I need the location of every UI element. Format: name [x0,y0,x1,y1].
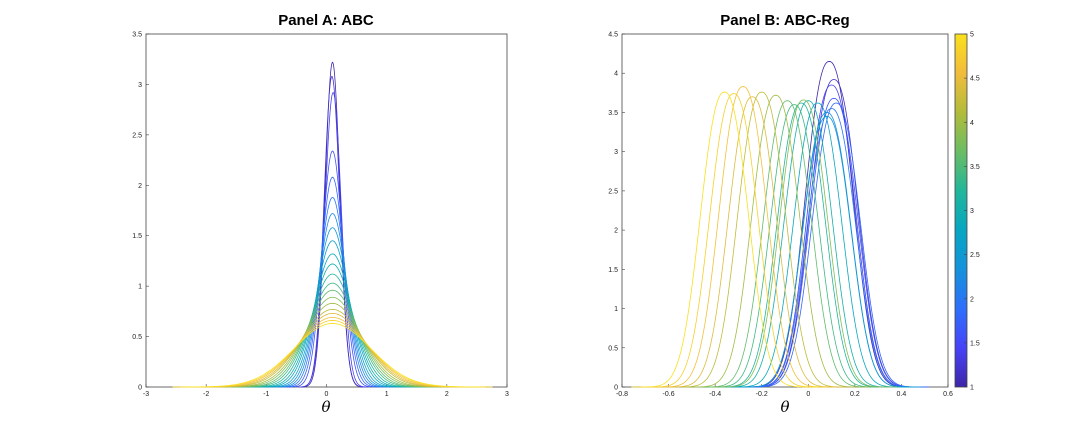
panel-b-density-curve [724,102,911,388]
panel-a-x-tick-label: -3 [143,391,149,398]
panel-b-y-tick-label: 4 [614,71,618,78]
panel-a-density-curve [273,213,392,388]
panel-a-density-curve [219,296,446,388]
panel-b-x-tick-label: -0.2 [756,391,768,398]
panel-a-density-curve [186,317,479,388]
panel-a-y-tick-label: 1.5 [132,233,142,240]
panel-a-density-curve [211,302,454,388]
panel-b-density-curve [694,100,881,388]
panel-b-y-tick-label: 3 [614,149,618,156]
panel-a-x-tick-label: 2 [445,391,449,398]
panel-b-density-curve [708,102,895,388]
panel-b-density-curve [701,104,888,388]
colorbar-tick-label: 1 [970,385,974,392]
panel-a-density-curve [242,273,423,388]
panel-a-density-curve [268,227,397,388]
panel-a-y-tick-label: 2.5 [132,132,142,139]
panel-b-density-curve [738,84,925,388]
panel-a-density-curve [284,176,381,388]
colorbar-tick-label: 4 [970,120,974,127]
panel-b-y-tick-label: 0 [614,385,618,392]
panel-b-x-axis-label: θ [780,398,789,416]
panel-b-x-tick-label: 0 [806,391,810,398]
panel-b-ticks: -0.8 -0.6 -0.4 -0.2 0 0.2 0.4 0.6 0 0.5 1 1.5 2 2.5 3 3… [608,32,953,399]
panel-b-title: Panel B: ABC-Reg [720,12,849,29]
panel-a-x-tick-label: 1 [385,391,389,398]
panel-a-x-tick-label: 0 [325,391,329,398]
panel-a-density-curve [298,91,368,388]
panel-b-x-tick-label: 0.2 [850,391,860,398]
panel-a-density-curve [278,196,387,388]
panel-a-y-tick-label: 0 [138,385,142,392]
panel-a-density-curve [289,150,376,388]
panel-a-density-curve [256,253,409,388]
panel-b-density-curve [682,94,869,388]
panel-a-y-tick-label: 3.5 [132,32,142,39]
panel-a-y-tick-label: 2 [138,183,142,190]
panel-b-axes-frame [621,33,949,388]
colorbar-ticks: 1 1.5 2 2.5 3 3.5 4 4.5 5 [964,32,980,392]
panel-b-x-tick-label: 0.4 [897,391,907,398]
panel-b-density-curve [715,100,902,388]
colorbar: 1 1.5 2 2.5 3 3.5 4 4.5 5 [954,32,980,392]
colorbar-tick-label: 2 [970,296,974,303]
colorbar-tick-label: 4.5 [970,76,980,83]
panel-b: Panel B: ABC-Reg -0.8 -0.6 -0.4 -0.2 0 0.2 0.4… [608,12,953,416]
panel-a-density-curve [194,312,471,388]
colorbar-tick-label: 3 [970,208,974,215]
panel-b-y-tick-label: 1.5 [608,267,618,274]
panel-b-density-curve [631,91,818,388]
panel-b-x-tick-label: 0.6 [943,391,953,398]
panel-b-x-tick-label: -0.6 [663,391,675,398]
panel-a-curves [172,61,493,388]
colorbar-tick-label: 2.5 [970,252,980,259]
panel-b-density-curve [659,96,846,388]
panel-a-ticks: -3 -2 -1 0 1 2 3 0 0.5 1 1.5 2 2.5 3 3.5 [132,32,509,399]
panel-a-x-tick-label: 3 [505,391,509,398]
panel-a-x-tick-label: -1 [263,391,269,398]
panel-a-title: Panel A: ABC [278,12,374,29]
panel-b-density-curve [736,61,923,388]
panel-a-y-tick-label: 0.5 [132,334,142,341]
panel-b-y-tick-label: 0.5 [608,345,618,352]
panel-a-density-curve [172,323,493,388]
panel-a-density-curve [179,320,486,388]
panel-b-density-curve [733,115,921,388]
panel-b-y-tick-label: 4.5 [608,32,618,39]
panel-a-density-curve [201,308,464,388]
panel-b-curves [631,61,930,388]
colorbar-tick-label: 1.5 [970,340,980,347]
panel-b-density-curve [743,102,930,388]
panel-a: Panel A: ABC -3 -2 -1 0 1 2 300.511.522.533.5 … [132,12,509,416]
panel-a-axes-frame [145,33,508,388]
panel-a-y-tick-label: 1 [138,284,142,291]
panel-b-y-tick-label: 2 [614,228,618,235]
panel-a-density-curve [249,263,416,388]
panel-a-y-tick-label: 3 [138,82,142,89]
panel-b-density-curve [738,108,925,388]
panel-a-density-curve [234,282,431,388]
panel-a-density-curve [262,240,403,388]
panel-b-density-curve [668,91,855,388]
panel-b-density-curve [640,93,827,388]
panel-a-x-tick-label: -2 [203,391,209,398]
panel-b-density-curve [710,99,897,388]
panel-b-y-tick-label: 1 [614,306,618,313]
panel-b-y-tick-label: 3.5 [608,110,618,117]
panel-b-y-tick-label: 2.5 [608,188,618,195]
panel-b-density-curve [740,97,928,388]
colorbar-tick-label: 3.5 [970,164,980,171]
colorbar-tick-label: 5 [970,32,974,39]
panel-b-density-curve [649,86,837,388]
panel-a-x-axis-label: θ [321,398,330,416]
panel-b-x-tick-label: -0.4 [709,391,721,398]
panel-b-x-tick-label: -0.8 [616,391,628,398]
panel-a-density-curve [227,289,438,388]
